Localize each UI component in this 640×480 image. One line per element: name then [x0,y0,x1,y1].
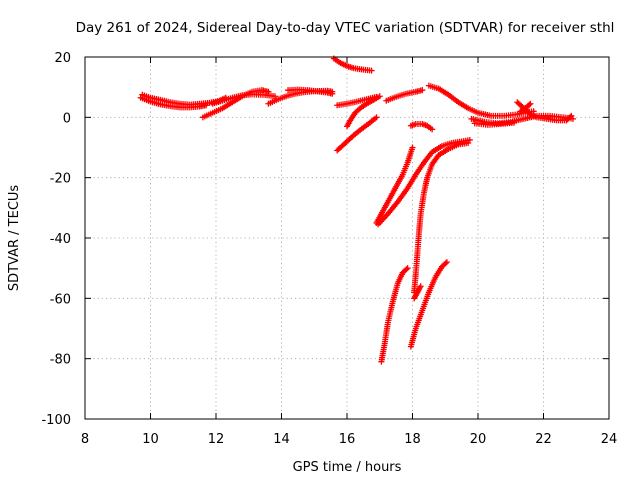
x-tick-label: 16 [339,432,356,447]
data-point-marker [376,93,383,100]
data-point-marker [373,114,380,121]
series-arc-4 [209,91,278,107]
data-point-marker [527,100,534,107]
data-point-marker [567,113,574,120]
data-point-marker [526,101,533,108]
series-arc-15 [471,119,518,128]
series-arc-17 [517,100,534,115]
axis-ticks: 8 10 12 14 16 18 20 22 24 -100 -80 -60 -40 -20 0 20 [41,51,617,447]
data-point-marker [203,102,210,109]
data-point-marker [511,119,518,126]
grid-lines [85,57,609,419]
series-arc-11 [383,87,426,104]
y-tick-label: 20 [54,51,71,66]
series-arc-7 [330,55,375,74]
series-arc-10 [334,114,380,154]
data-point-marker [368,67,375,74]
series-arc-13 [425,82,537,119]
data-point-marker [404,265,411,272]
data-point-marker [429,126,436,133]
data-point-marker [409,144,416,151]
chart-title: Day 261 of 2024, Sidereal Day-to-day VTE… [76,20,615,36]
series-arc-21 [378,265,411,365]
series-arc-20 [411,139,472,296]
series-arc-2 [137,94,210,111]
data-point-marker [403,266,410,273]
x-tick-label: 8 [81,432,89,447]
y-axis-label: SDTVAR / TECUs [7,185,22,292]
data-point-marker [265,88,272,95]
data-point-marker [271,93,278,100]
y-tick-label: -60 [50,292,71,307]
y-tick-label: -40 [50,232,71,247]
x-tick-label: 20 [470,432,487,447]
series-arc-12 [407,120,436,133]
data-point-marker [443,259,450,266]
data-point-marker [466,136,473,143]
x-tick-label: 14 [273,432,290,447]
x-tick-label: 22 [535,432,552,447]
series-arc-23 [411,283,424,302]
series-arc-6 [285,86,336,97]
x-tick-label: 24 [601,432,618,447]
data-points [137,55,576,365]
y-tick-label: -80 [50,353,71,368]
y-tick-label: 0 [63,111,71,126]
data-point-marker [419,87,426,94]
x-axis-label: GPS time / hours [293,460,402,475]
data-point-marker [442,260,449,267]
data-point-marker [465,139,472,146]
series-arc-18 [373,144,416,226]
series-arc-16 [514,99,575,124]
y-tick-label: -100 [41,413,71,428]
y-tick-label: -20 [50,172,71,187]
series-arc-19 [375,136,473,228]
data-point-marker [417,283,424,290]
series-arc-22 [407,259,450,350]
x-tick-label: 18 [404,432,421,447]
x-tick-label: 10 [142,432,159,447]
series-arc-9 [344,93,383,130]
x-tick-label: 12 [208,432,225,447]
data-point-marker [329,90,336,97]
data-point-marker [568,112,575,119]
